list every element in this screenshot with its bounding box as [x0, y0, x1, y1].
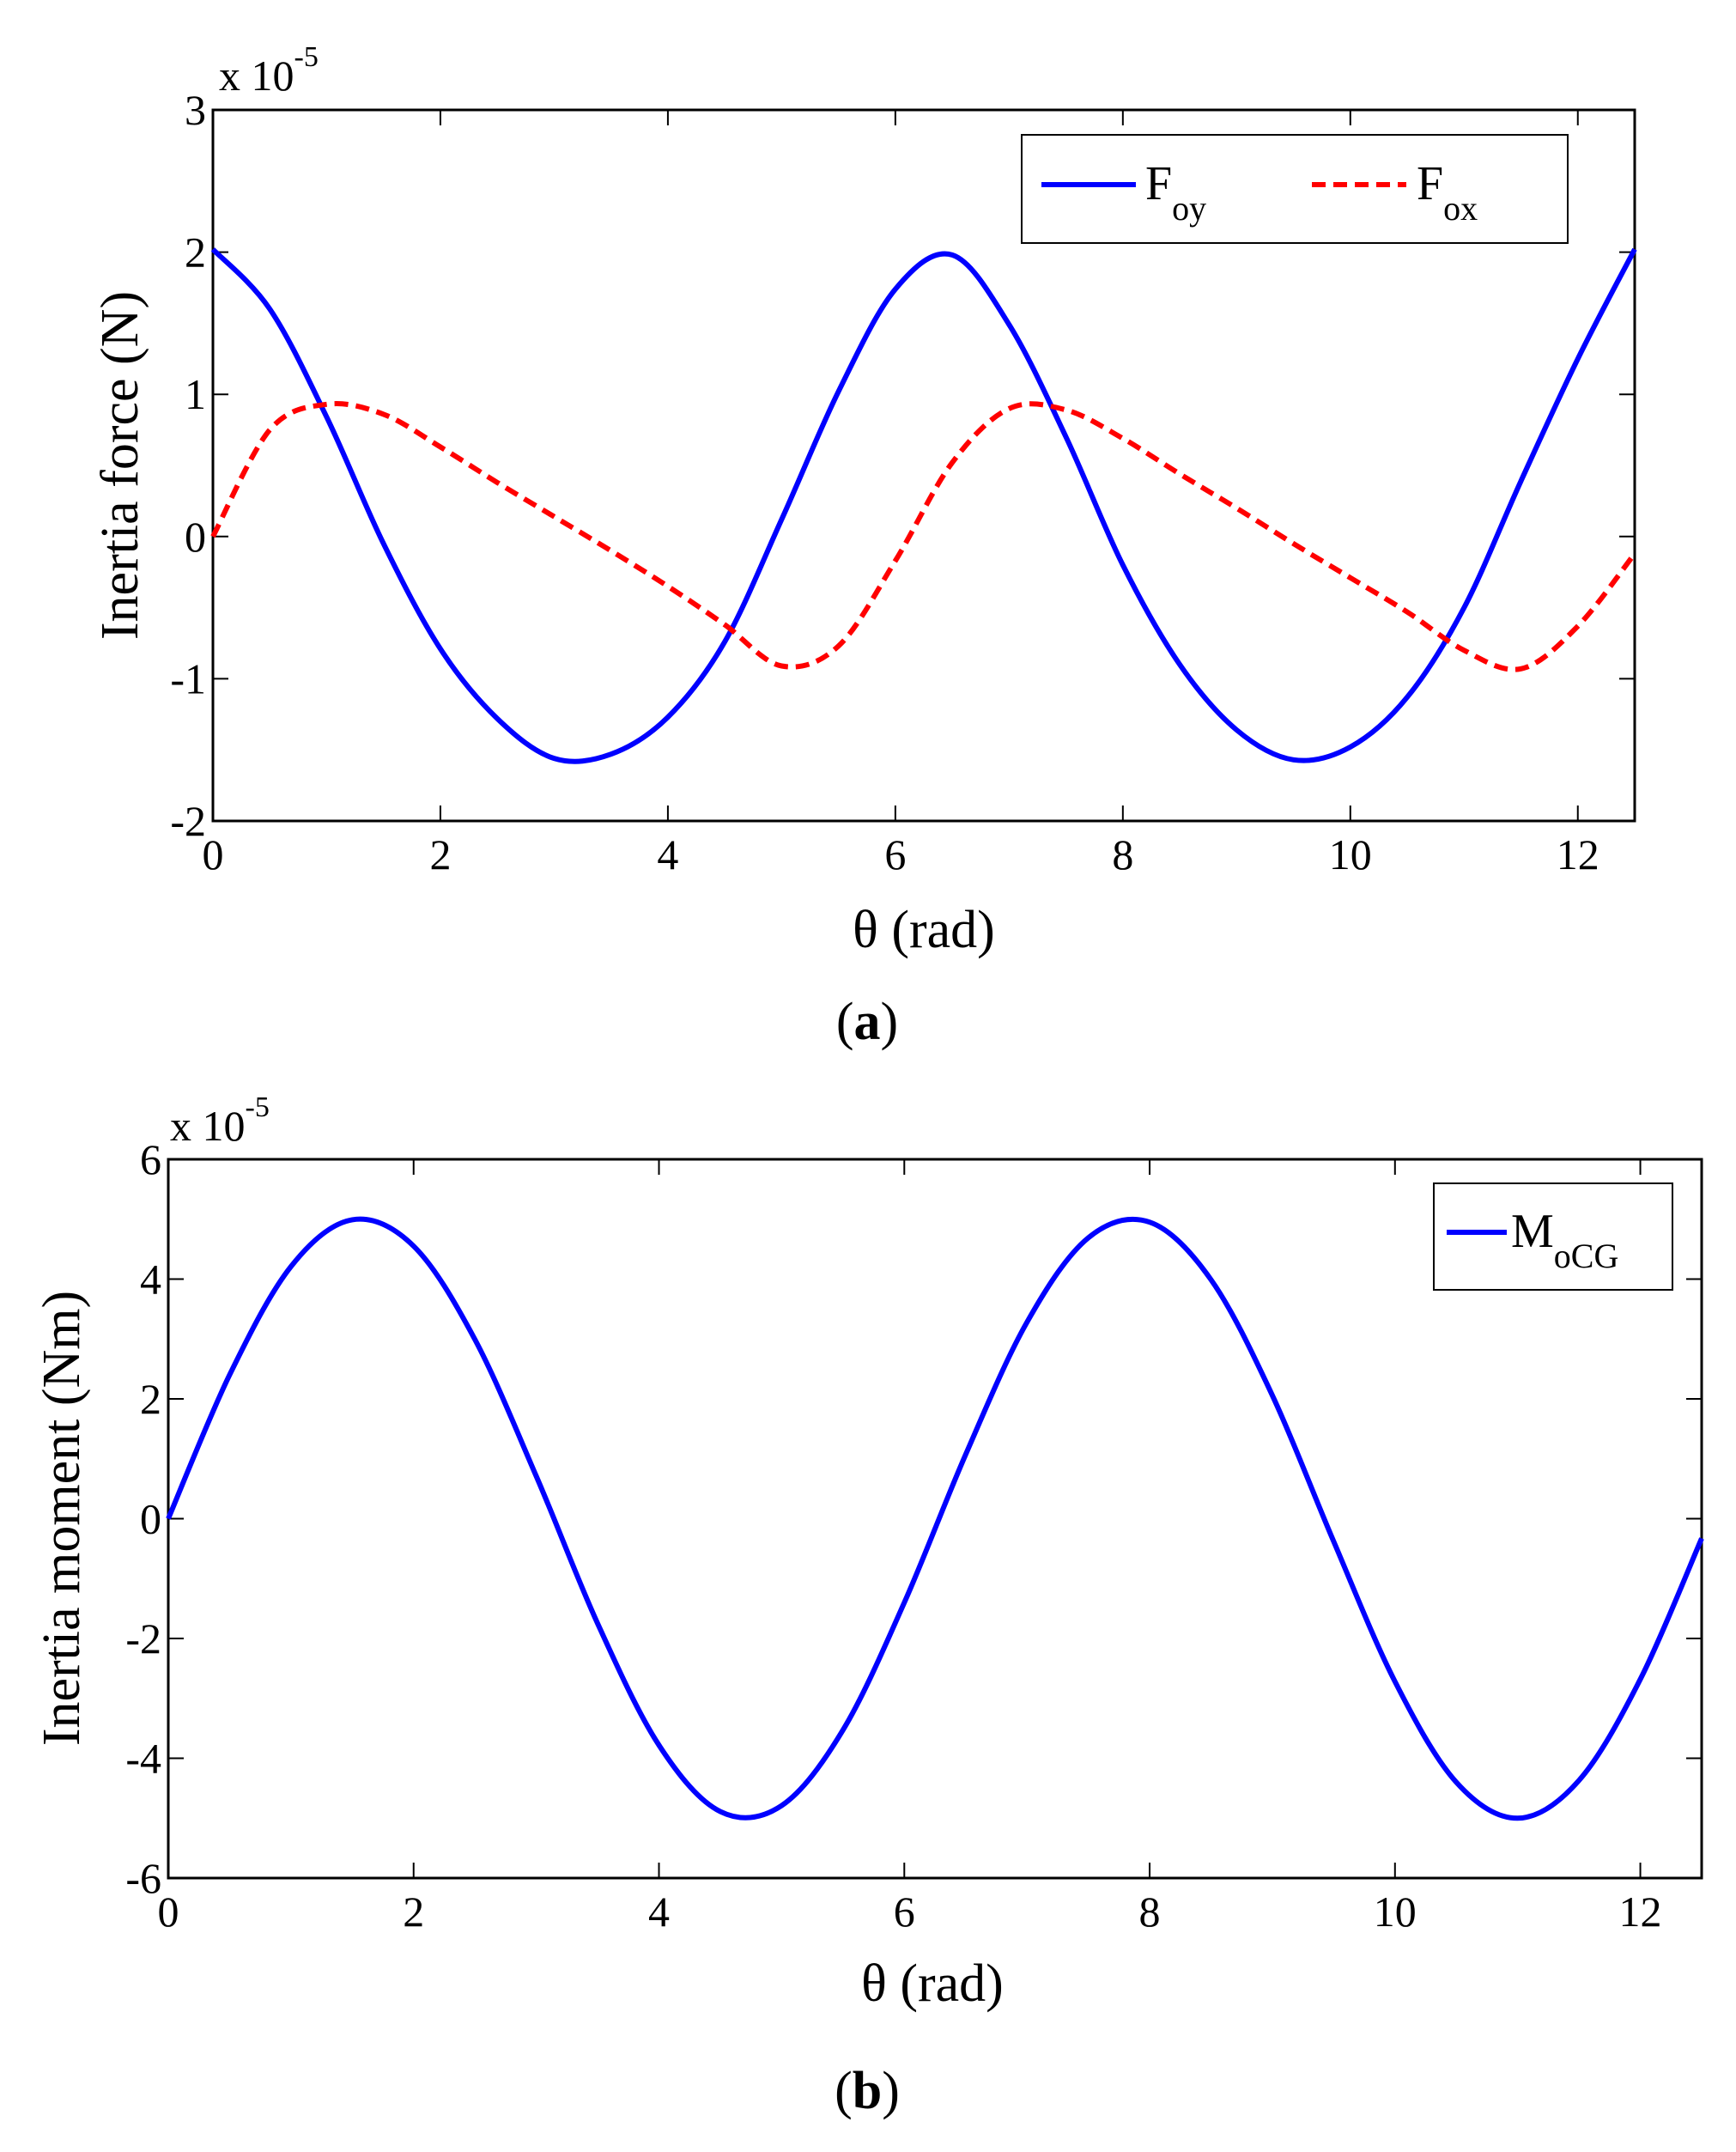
- y-tick-label: -6: [125, 1854, 161, 1902]
- x-tick-label: 10: [1374, 1888, 1417, 1936]
- series-line-mocg: [166, 1216, 1704, 1821]
- y-multiplier: x 10-5: [219, 41, 319, 100]
- legend-box: [1021, 134, 1569, 244]
- y-tick-label: 4: [140, 1255, 161, 1304]
- x-axis-ticks: 0 2 4 6 8 10 12: [158, 1159, 1662, 1936]
- y-tick-label: 6: [140, 1135, 161, 1183]
- series-lines: [210, 247, 1637, 764]
- y-axis-label: Inertia force (N): [91, 291, 149, 640]
- x-axis-label: θ (rad): [861, 1954, 1004, 2013]
- y-axis-label: Inertia moment (Nm): [33, 1291, 91, 1746]
- y-tick-label: -4: [125, 1735, 161, 1783]
- legend-label-foy: Foy: [1145, 157, 1206, 228]
- y-tick-label: -2: [170, 797, 206, 845]
- y-tick-label: -1: [170, 654, 206, 702]
- series-lines: [166, 1216, 1704, 1821]
- y-axis-ticks: -6 -4 -2 0 2 4 6: [125, 1135, 1702, 1902]
- x-tick-label: 4: [657, 830, 678, 878]
- x-tick-label: 10: [1329, 830, 1372, 878]
- y-tick-label: 0: [140, 1495, 161, 1543]
- legend: Foy Fox: [1021, 134, 1569, 244]
- y-tick-label: 2: [185, 228, 206, 277]
- y-tick-label: 0: [185, 513, 206, 561]
- x-tick-label: 12: [1557, 830, 1599, 878]
- y-multiplier: x 10-5: [170, 1091, 270, 1150]
- x-tick-label: 8: [1112, 830, 1133, 878]
- legend: MoCG: [1433, 1182, 1673, 1291]
- legend-label-mocg: MoCG: [1511, 1205, 1618, 1275]
- x-tick-label: 12: [1619, 1888, 1662, 1936]
- x-tick-label: 4: [648, 1888, 670, 1936]
- x-tick-label: 2: [429, 830, 451, 878]
- caption-a: (a): [836, 993, 898, 1051]
- legend-label-fox: Fox: [1417, 157, 1478, 228]
- panel-b-moment-chart: -6 -4 -2 0 2 4 6 0 2 4 6 8 10 12 x 10-5 Inertia mome…: [33, 1091, 1704, 2120]
- x-axis-ticks: 0 2 4 6 8 10 12: [203, 110, 1599, 878]
- y-tick-label: -2: [125, 1614, 161, 1663]
- y-tick-label: 3: [185, 86, 206, 134]
- x-tick-label: 2: [403, 1888, 424, 1936]
- x-tick-label: 6: [884, 830, 906, 878]
- x-tick-label: 0: [203, 830, 224, 878]
- series-line-fox: [210, 401, 1637, 672]
- legend-box: [1433, 1182, 1673, 1291]
- x-axis-label: θ (rad): [853, 901, 995, 959]
- series-line-foy: [210, 247, 1637, 764]
- y-tick-label: 1: [185, 370, 206, 418]
- caption-b: (b): [835, 2062, 900, 2120]
- x-tick-label: 0: [158, 1888, 179, 1936]
- y-axis-ticks: -2 -1 0 1 2 3: [170, 86, 1635, 845]
- plot-frame: [211, 108, 1636, 823]
- y-tick-label: 2: [140, 1375, 161, 1423]
- x-tick-label: 8: [1139, 1888, 1161, 1936]
- x-tick-label: 6: [894, 1888, 915, 1936]
